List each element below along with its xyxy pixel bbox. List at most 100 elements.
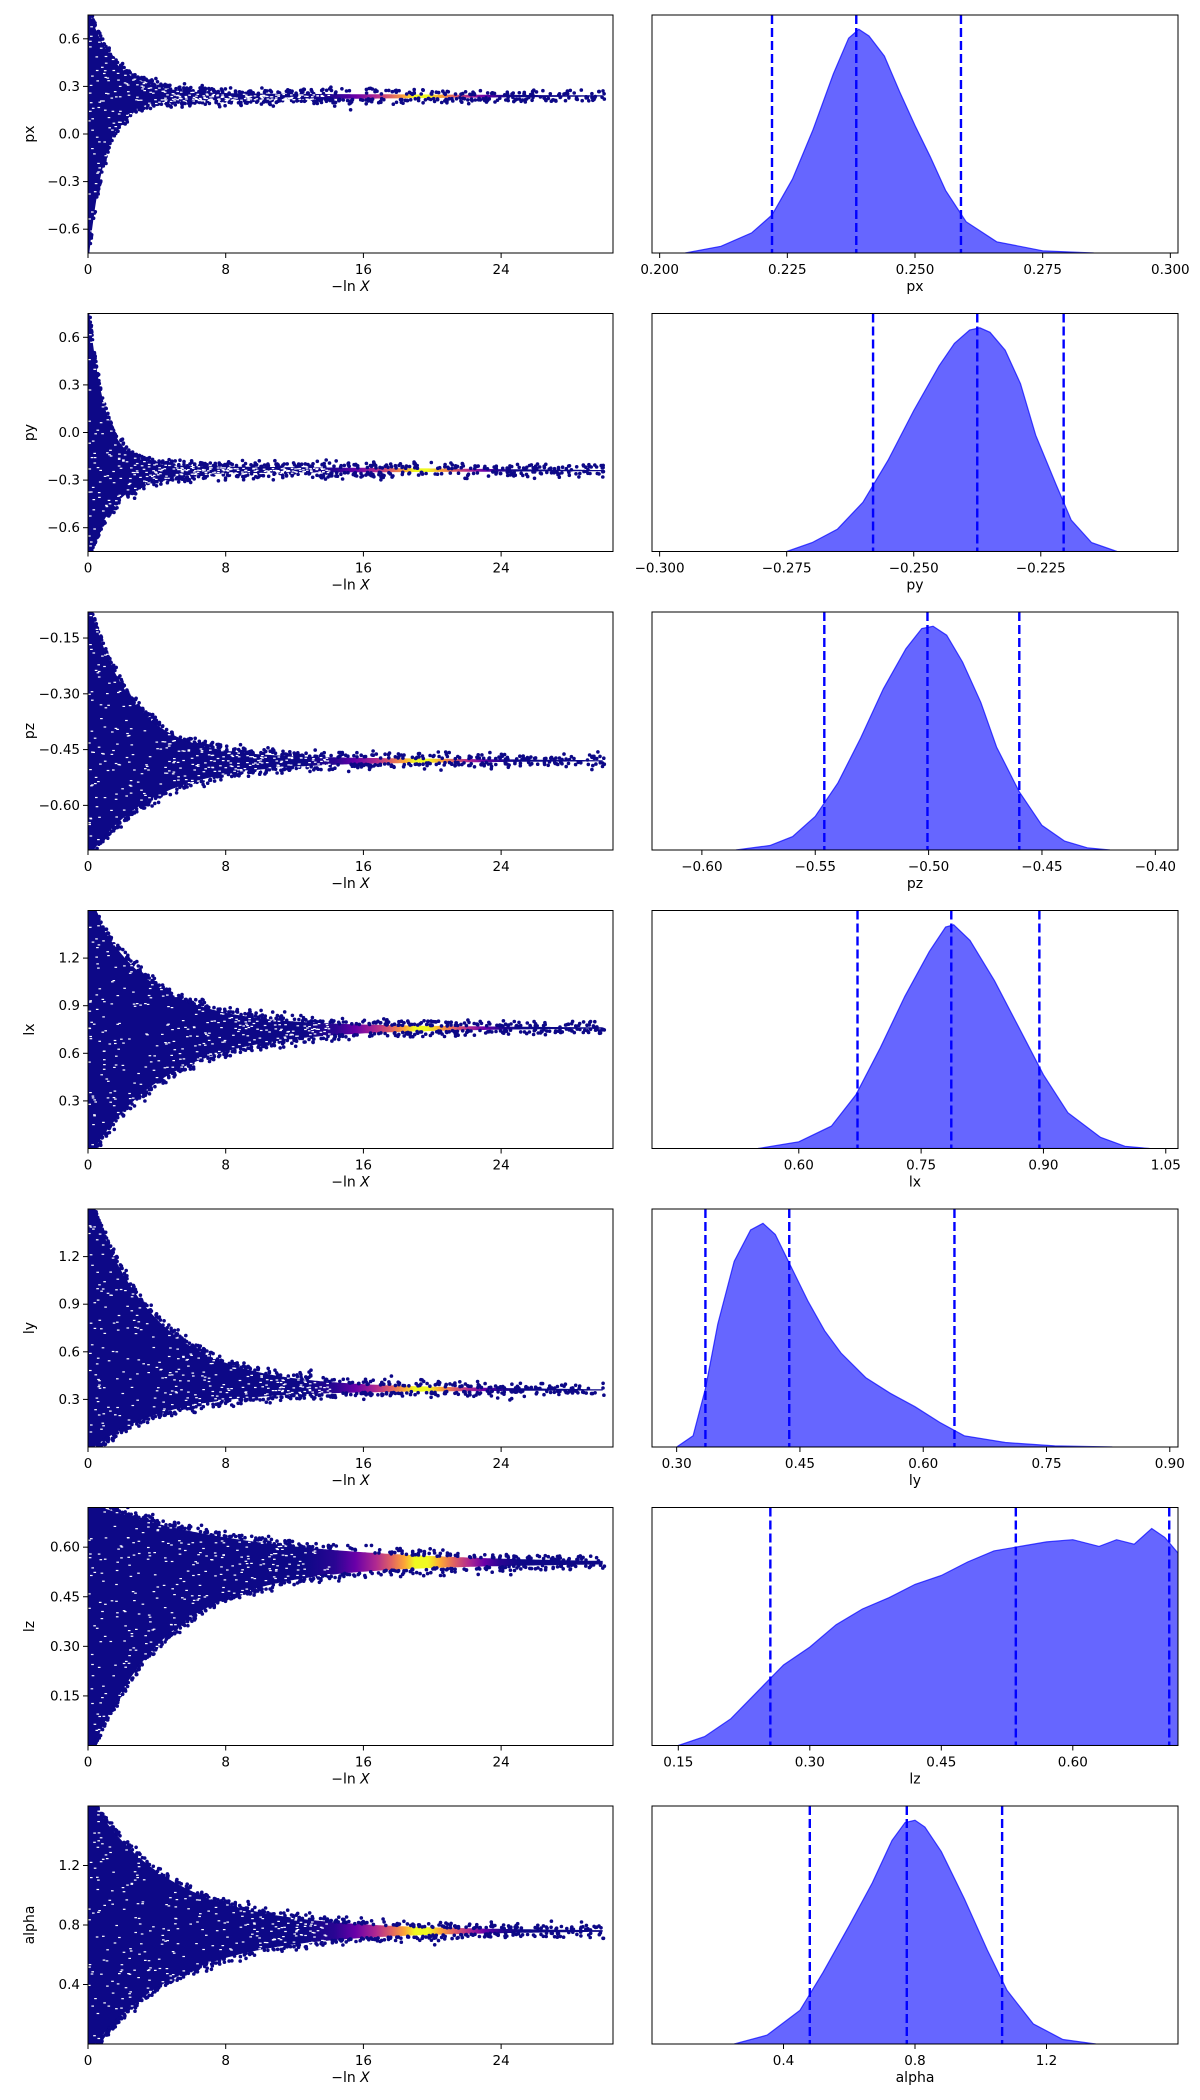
trace-xtick-label-pz-3: 24: [493, 859, 510, 875]
trace-samples-alpha: [93, 1806, 606, 2044]
trace-frame-py: [87, 313, 614, 552]
trace-speckle-pz: [88, 615, 331, 841]
trace-xtick-label-ly-3: 24: [493, 1456, 510, 1472]
posterior-xlabel-ly: ly: [909, 1473, 921, 1489]
posterior-xtick-label-lz-0: 0.15: [663, 1755, 693, 1771]
trace-ytick-label-py-2: 0.0: [59, 425, 80, 441]
trace-ylabel-ly: ly: [22, 1322, 38, 1334]
trace-xlabel-py: −ln X: [331, 578, 370, 594]
trace-frame-ly: [87, 1208, 614, 1448]
trace-ytick-label-pz-0: −0.60: [39, 798, 80, 814]
posterior-xtick-label-py-1: −0.275: [762, 561, 812, 577]
trace-ytick-label-pz-1: −0.45: [39, 742, 80, 758]
posterior-xtick-label-alpha-1: 0.8: [904, 2053, 925, 2069]
posterior-density-ly: [675, 1222, 1113, 1447]
posterior-frame-lx: [651, 910, 1179, 1149]
trace-xtick-label-alpha-3: 24: [493, 2053, 510, 2069]
posterior-density-py: [786, 327, 1118, 552]
posterior-density-pz: [735, 625, 1111, 850]
panel-alpha: 0.4 0.8 1.2 0 8 16 24 −ln X alpha 0.4 0.8 1.2 alpha: [22, 1805, 1179, 2086]
posterior-plot-px: [685, 15, 1094, 253]
trace-xtick-label-py-1: 8: [221, 561, 230, 577]
trace-envelope-lz: [88, 1507, 603, 1746]
posterior-plot-lx: [757, 910, 1150, 1149]
posterior-xtick-label-alpha-0: 0.4: [773, 2053, 794, 2069]
trace-xtick-label-lz-1: 8: [221, 1755, 230, 1771]
trace-xtick-label-lz-3: 24: [493, 1755, 510, 1771]
trace-frame-lx: [87, 910, 614, 1149]
trace-speckle-ly: [88, 1225, 332, 1433]
posterior-density-lz: [678, 1527, 1178, 1746]
posterior-xtick-label-lz-2: 0.45: [926, 1755, 956, 1771]
trace-ytick-label-alpha-0: 0.4: [59, 1977, 80, 1993]
posterior-xtick-label-lx-3: 1.05: [1151, 1158, 1181, 1174]
trace-ytick-label-py-4: 0.6: [59, 330, 80, 346]
panel-px: −0.6 −0.3 0.0 0.3 0.6 0 8 16 24 −ln X px 0.200 0.225…: [22, 14, 1190, 295]
panel-lz: 0.15 0.30 0.45 0.60 0 8 16 24 −ln X lz 0.15 0.30 0.4…: [22, 1507, 1179, 1788]
posterior-xtick-label-alpha-2: 1.2: [1036, 2053, 1057, 2069]
panel-pz: −0.60 −0.45 −0.30 −0.15 0 8 16 24 −ln X pz −0.60 −0…: [22, 611, 1179, 892]
trace-plot-alpha: [88, 1806, 606, 2044]
trace-plot-pz: [88, 612, 607, 850]
trace-speckle-px: [88, 26, 331, 232]
trace-envelope-alpha: [88, 1806, 603, 2044]
posterior-xtick-label-px-3: 0.275: [1023, 262, 1062, 278]
trace-speckle-py: [88, 334, 331, 547]
posterior-density-alpha: [734, 1819, 1096, 2044]
trace-xtick-label-px-0: 0: [84, 262, 93, 278]
trace-samples-py: [88, 315, 606, 552]
trace-ytick-label-alpha-2: 1.2: [59, 1858, 80, 1874]
posterior-density-lx: [757, 924, 1150, 1149]
trace-ytick-label-lz-3: 0.60: [50, 1540, 80, 1556]
posterior-plot-pz: [735, 612, 1111, 850]
trace-ytick-label-px-4: 0.6: [59, 31, 80, 47]
posterior-plot-lz: [678, 1507, 1178, 1746]
trace-plot-lz: [88, 1507, 607, 1746]
trace-ytick-label-lx-1: 0.6: [59, 1046, 80, 1062]
trace-samples-lz: [93, 1507, 607, 1746]
trace-ytick-label-ly-2: 0.9: [59, 1297, 80, 1313]
trace-xtick-label-ly-2: 16: [355, 1456, 372, 1472]
posterior-xtick-label-lx-1: 0.75: [906, 1158, 936, 1174]
trace-plot-lx: [88, 910, 607, 1149]
trace-speckle-lx: [88, 925, 331, 1146]
posterior-plot-alpha: [734, 1806, 1096, 2044]
posterior-xlabel-py: py: [906, 578, 923, 594]
posterior-xtick-label-lx-2: 0.90: [1028, 1158, 1058, 1174]
posterior-plot-ly: [675, 1209, 1113, 1447]
trace-plot-py: [88, 313, 606, 552]
posterior-frame-lz: [651, 1507, 1179, 1746]
trace-xlabel-px: −ln X: [331, 279, 370, 295]
trace-xtick-label-lx-2: 16: [355, 1158, 372, 1174]
trace-xtick-label-px-3: 24: [493, 262, 510, 278]
trace-xtick-label-alpha-2: 16: [355, 2053, 372, 2069]
trace-xtick-label-ly-0: 0: [84, 1456, 93, 1472]
trace-xtick-label-pz-2: 16: [355, 859, 372, 875]
trace-ylabel-pz: pz: [22, 723, 38, 739]
posterior-xtick-label-py-2: −0.250: [889, 561, 939, 577]
trace-ytick-label-ly-1: 0.6: [59, 1344, 80, 1360]
trace-xtick-label-lx-0: 0: [84, 1158, 93, 1174]
posterior-xtick-label-pz-0: −0.60: [681, 859, 722, 875]
trace-xlabel-pz: −ln X: [331, 876, 370, 892]
posterior-xlabel-lz: lz: [909, 1772, 920, 1788]
trace-plot-px: [88, 15, 607, 253]
posterior-xtick-label-lz-1: 0.30: [795, 1755, 825, 1771]
trace-xlabel-lz: −ln X: [331, 1772, 370, 1788]
posterior-frame-ly: [651, 1208, 1179, 1448]
trace-envelope-py: [88, 313, 603, 552]
trace-ytick-label-py-3: 0.3: [59, 377, 80, 393]
trace-ylabel-alpha: alpha: [22, 1906, 38, 1945]
posterior-xtick-label-ly-2: 0.60: [908, 1456, 938, 1472]
trace-ytick-label-lz-2: 0.45: [50, 1589, 80, 1605]
posterior-xtick-label-pz-2: −0.50: [908, 859, 949, 875]
trace-ytick-label-py-1: −0.3: [47, 473, 80, 489]
trace-xtick-label-py-0: 0: [84, 561, 93, 577]
panel-ly: 0.3 0.6 0.9 1.2 0 8 16 24 −ln X ly 0.30 0.45 0.60 0.7…: [22, 1208, 1185, 1489]
trace-ytick-label-pz-2: −0.30: [39, 686, 80, 702]
posterior-frame-pz: [651, 611, 1179, 851]
posterior-xlabel-alpha: alpha: [896, 2070, 935, 2086]
trace-xtick-label-lz-0: 0: [84, 1755, 93, 1771]
trace-speckle-alpha: [88, 1810, 328, 2040]
posterior-xtick-label-px-1: 0.225: [768, 262, 807, 278]
